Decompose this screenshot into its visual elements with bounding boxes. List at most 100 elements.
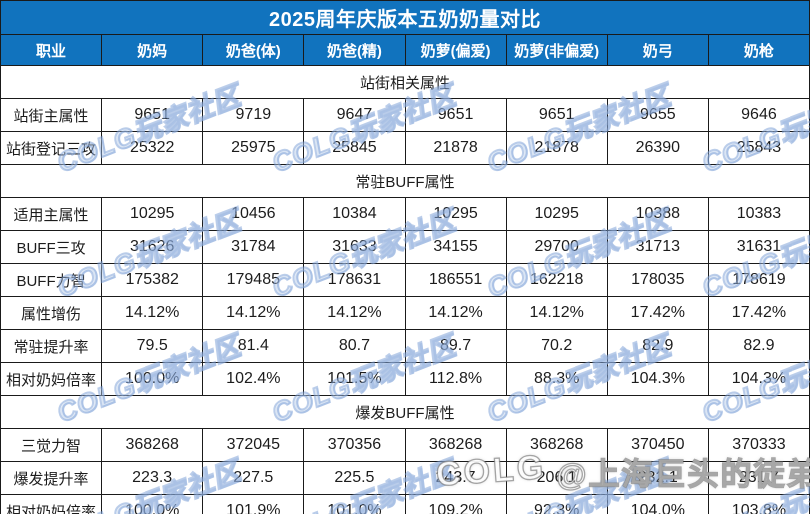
section-header-burst-buff: 爆发BUFF属性 xyxy=(0,395,810,429)
cell: 25975 xyxy=(202,131,305,165)
cell: 25322 xyxy=(101,131,204,165)
cell: 102.4% xyxy=(202,362,305,396)
cell: 206.1 xyxy=(505,461,608,495)
cell: 9646 xyxy=(707,98,810,132)
cell: 10383 xyxy=(707,197,810,231)
row-label: 三觉力智 xyxy=(0,428,103,462)
column-header-naima: 奶妈 xyxy=(101,34,204,66)
section-header-constant-buff: 常驻BUFF属性 xyxy=(0,164,810,198)
column-header-nailuo-feipianai: 奶萝(非偏爱) xyxy=(505,34,608,66)
cell: 101.0% xyxy=(303,494,406,514)
table-row: 常驻提升率 79.5 81.4 80.7 89.7 70.2 82.9 82.9 xyxy=(0,329,810,363)
cell: 92.3% xyxy=(505,494,608,514)
cell: 31784 xyxy=(202,230,305,264)
cell: 179485 xyxy=(202,263,305,297)
table-row: 站街主属性 9651 9719 9647 9651 9651 9655 9646 xyxy=(0,98,810,132)
cell: 101.5% xyxy=(303,362,406,396)
cell: 178631 xyxy=(303,263,406,297)
cell: 104.3% xyxy=(707,362,810,396)
table-row: BUFF力智 175382 179485 178631 186551 16221… xyxy=(0,263,810,297)
cell: 79.5 xyxy=(101,329,204,363)
column-header-naiba-ti: 奶爸(体) xyxy=(202,34,305,66)
cell: 100.0% xyxy=(101,362,204,396)
cell: 10295 xyxy=(505,197,608,231)
cell: 31626 xyxy=(101,230,204,264)
row-label: 相对奶妈倍率 xyxy=(0,494,103,514)
cell: 9651 xyxy=(101,98,204,132)
cell: 26390 xyxy=(606,131,709,165)
cell: 227.5 xyxy=(202,461,305,495)
cell: 370450 xyxy=(606,428,709,462)
cell: 82.9 xyxy=(707,329,810,363)
cell: 25843 xyxy=(707,131,810,165)
cell: 25845 xyxy=(303,131,406,165)
cell: 372045 xyxy=(202,428,305,462)
row-label: BUFF三攻 xyxy=(0,230,103,264)
cell: 10384 xyxy=(303,197,406,231)
cell: 14.12% xyxy=(101,296,204,330)
cell: 10388 xyxy=(606,197,709,231)
cell: 368268 xyxy=(404,428,507,462)
row-label: 爆发提升率 xyxy=(0,461,103,495)
column-header-naiqiang: 奶枪 xyxy=(707,34,810,66)
cell: 14.12% xyxy=(404,296,507,330)
row-label: 常驻提升率 xyxy=(0,329,103,363)
cell: 88.3% xyxy=(505,362,608,396)
section-row: 站街相关属性 xyxy=(0,65,810,99)
row-label: BUFF力智 xyxy=(0,263,103,297)
cell: 81.4 xyxy=(202,329,305,363)
table-row: 爆发提升率 223.3 227.5 225.5 243.7 206.1 232.… xyxy=(0,461,810,495)
section-row: 常驻BUFF属性 xyxy=(0,164,810,198)
row-label: 相对奶妈倍率 xyxy=(0,362,103,396)
cell: 178619 xyxy=(707,263,810,297)
cell: 175382 xyxy=(101,263,204,297)
table-row: 相对奶妈倍率 100.0% 101.9% 101.0% 109.2% 92.3%… xyxy=(0,494,810,514)
table-row: 属性增伤 14.12% 14.12% 14.12% 14.12% 14.12% … xyxy=(0,296,810,330)
cell: 80.7 xyxy=(303,329,406,363)
cell: 9647 xyxy=(303,98,406,132)
cell: 370333 xyxy=(707,428,810,462)
cell: 368268 xyxy=(101,428,204,462)
cell: 112.8% xyxy=(404,362,507,396)
cell: 10295 xyxy=(404,197,507,231)
cell: 231.7 xyxy=(707,461,810,495)
cell: 162218 xyxy=(505,263,608,297)
table-row: 适用主属性 10295 10456 10384 10295 10295 1038… xyxy=(0,197,810,231)
cell: 82.9 xyxy=(606,329,709,363)
cell: 31631 xyxy=(707,230,810,264)
cell: 103.8% xyxy=(707,494,810,514)
column-header-nailuo-pianai: 奶萝(偏爱) xyxy=(404,34,507,66)
column-header-naiba-jing: 奶爸(精) xyxy=(303,34,406,66)
cell: 178035 xyxy=(606,263,709,297)
cell: 104.3% xyxy=(606,362,709,396)
cell: 21878 xyxy=(505,131,608,165)
cell: 17.42% xyxy=(707,296,810,330)
cell: 186551 xyxy=(404,263,507,297)
cell: 10456 xyxy=(202,197,305,231)
cell: 14.12% xyxy=(505,296,608,330)
cell: 31713 xyxy=(606,230,709,264)
row-label: 站街主属性 xyxy=(0,98,103,132)
cell: 31633 xyxy=(303,230,406,264)
cell: 232.1 xyxy=(606,461,709,495)
cell: 368268 xyxy=(505,428,608,462)
table-row: 三觉力智 368268 372045 370356 368268 368268 … xyxy=(0,428,810,462)
cell: 223.3 xyxy=(101,461,204,495)
table-title: 2025周年庆版本五奶奶量对比 xyxy=(0,0,810,35)
title-row: 2025周年庆版本五奶奶量对比 xyxy=(0,0,810,35)
cell: 14.12% xyxy=(303,296,406,330)
cell: 101.9% xyxy=(202,494,305,514)
cell: 14.12% xyxy=(202,296,305,330)
cell: 17.42% xyxy=(606,296,709,330)
column-header-row: 职业 奶妈 奶爸(体) 奶爸(精) 奶萝(偏爱) 奶萝(非偏爱) 奶弓 奶枪 xyxy=(0,34,810,66)
cell: 100.0% xyxy=(101,494,204,514)
cell: 104.0% xyxy=(606,494,709,514)
cell: 89.7 xyxy=(404,329,507,363)
cell: 370356 xyxy=(303,428,406,462)
cell: 9655 xyxy=(606,98,709,132)
row-label: 属性增伤 xyxy=(0,296,103,330)
cell: 225.5 xyxy=(303,461,406,495)
cell: 9651 xyxy=(404,98,507,132)
